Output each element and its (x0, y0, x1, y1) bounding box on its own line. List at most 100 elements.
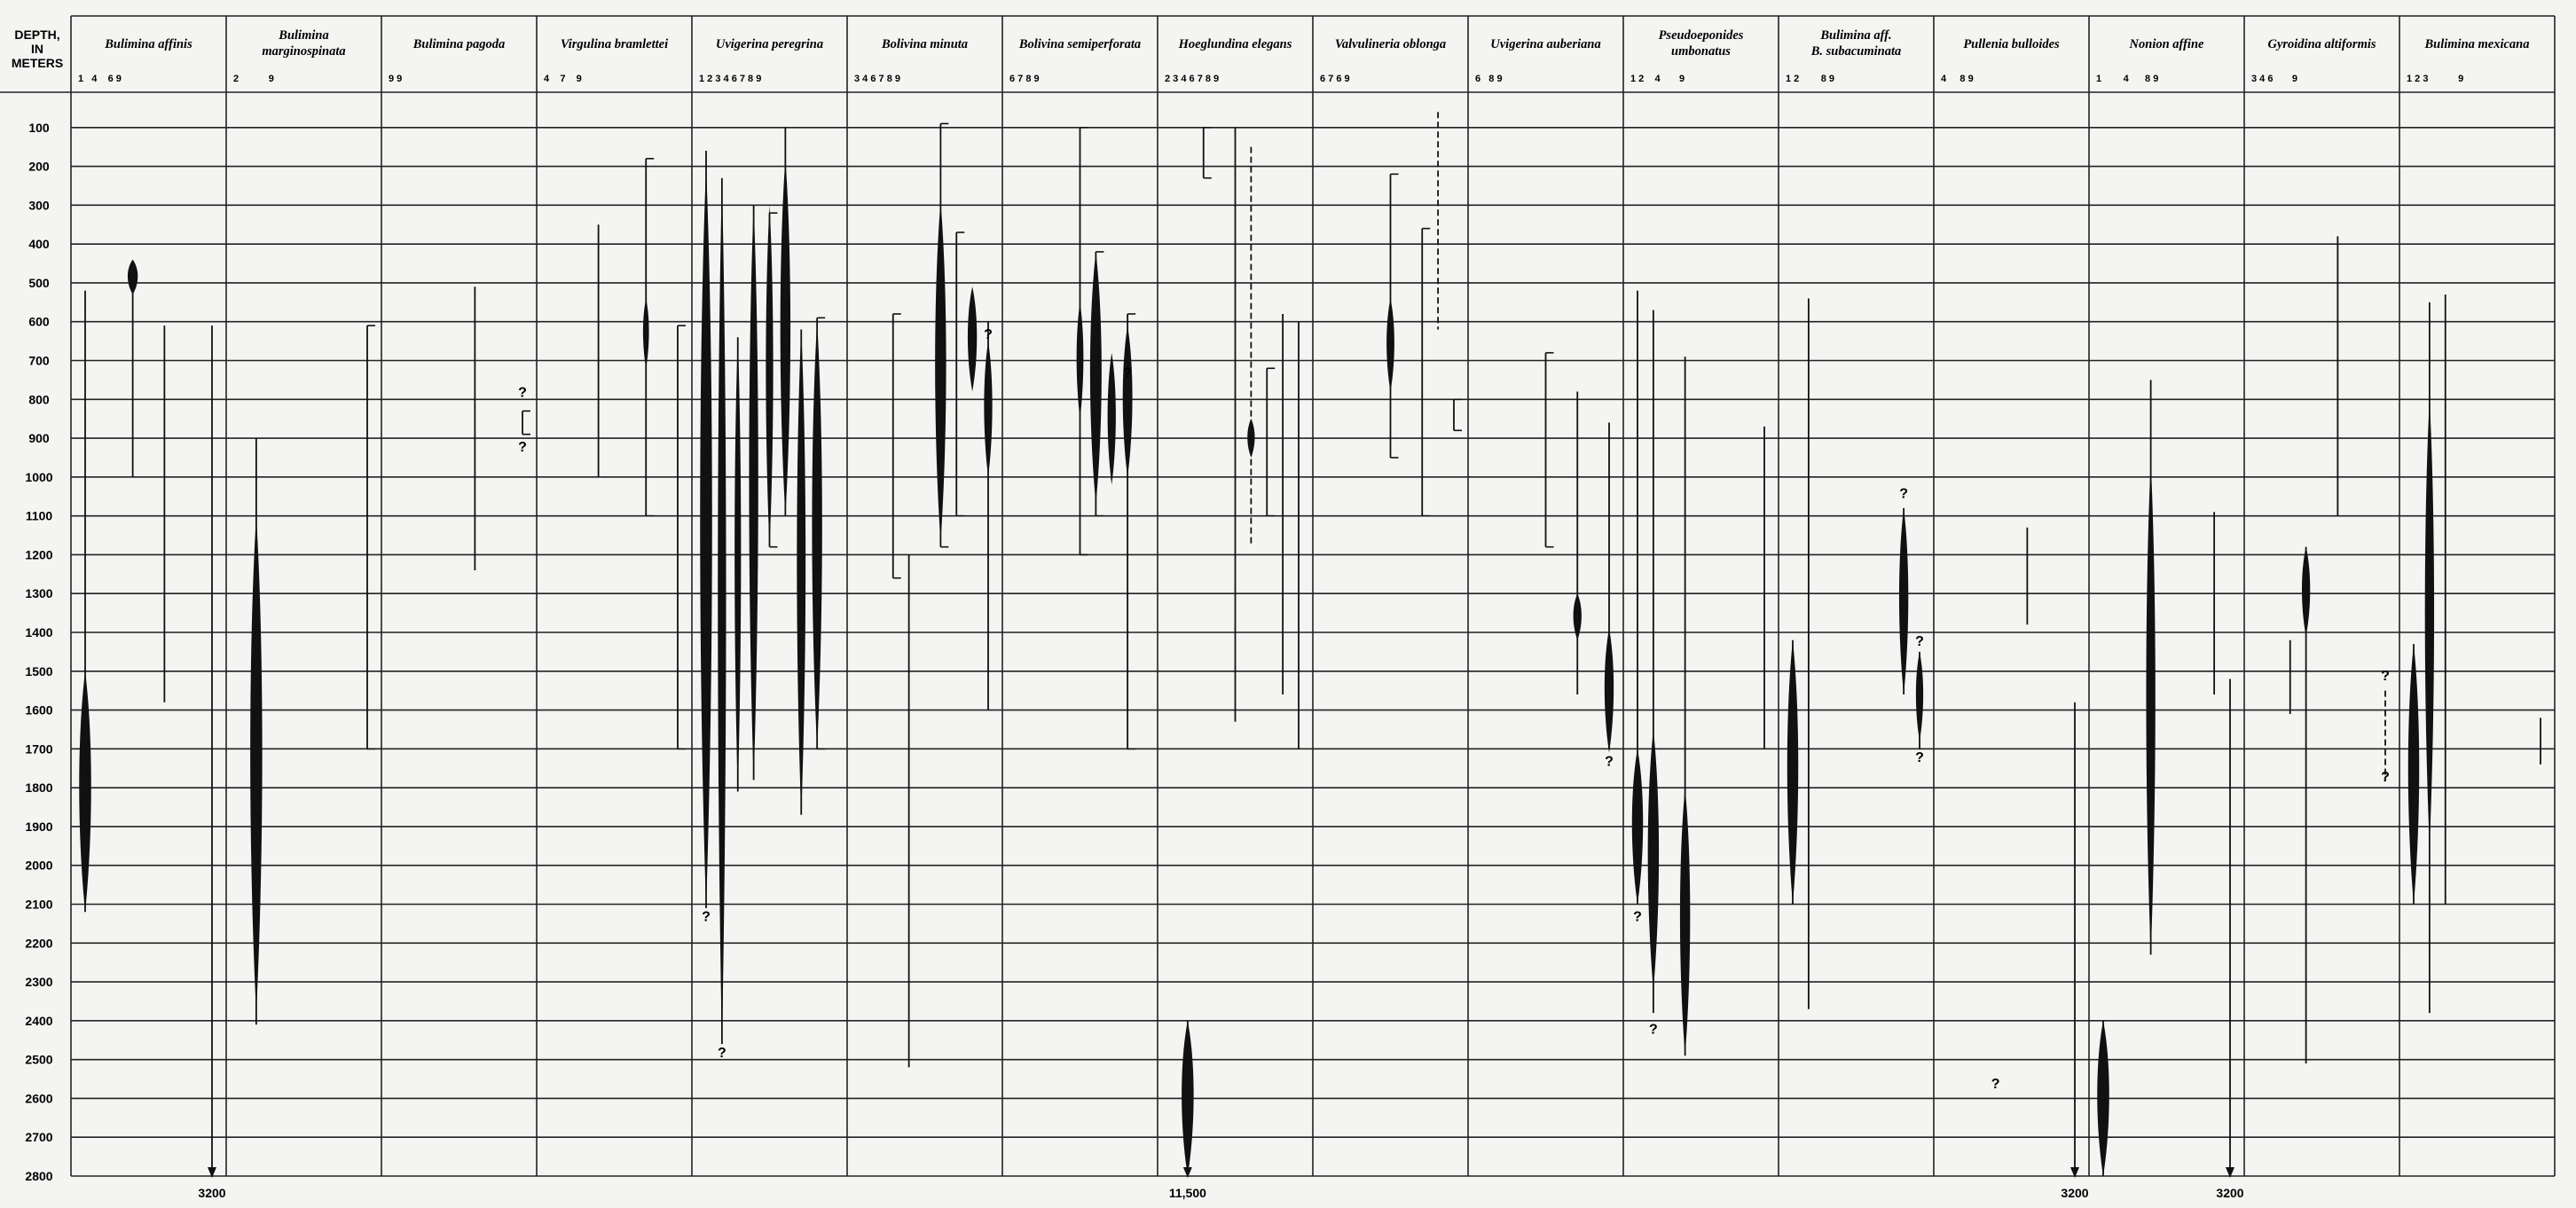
uncertain-occurrence-mark: ? (518, 440, 527, 455)
abundance-spindle (2424, 399, 2435, 846)
species-name: Bolivina semiperforata (1018, 37, 1141, 51)
species-name: Bulimina pagoda (412, 37, 506, 51)
abundance-spindle (1679, 788, 1691, 1056)
abundance-spindle (1787, 639, 1799, 905)
species-name: Virgulina bramlettei (561, 37, 668, 51)
uncertain-occurrence-mark: ? (702, 910, 711, 925)
uncertain-occurrence-mark: ? (1605, 754, 1614, 769)
uncertain-occurrence-mark: ? (2381, 669, 2390, 684)
depth-tick-label: 400 (28, 237, 50, 251)
well-labels: 6 7 6 9 (1320, 74, 1350, 84)
abundance-spindle (1386, 298, 1394, 392)
species-name: marginospinata (262, 44, 345, 59)
continuation-depth-label: 3200 (198, 1186, 225, 1200)
depth-tick-label: 2600 (25, 1091, 52, 1105)
well-labels: 2 9 (233, 74, 274, 84)
depth-tick-label: 2300 (25, 975, 52, 989)
depth-tick-label: 1400 (25, 625, 52, 639)
well-labels: 6 7 8 9 (1009, 74, 1040, 84)
abundance-spindle (2146, 461, 2156, 955)
species-name: Bolivina minuta (881, 37, 968, 51)
continuation-arrow (208, 1167, 216, 1178)
abundance-spindle (780, 158, 791, 516)
abundance-spindle (1247, 419, 1255, 458)
well-labels: 1 2 3 9 (2407, 74, 2463, 84)
depth-tick-label: 2500 (25, 1053, 52, 1067)
depth-tick-label: 600 (28, 315, 50, 329)
uncertain-occurrence-mark: ? (1899, 486, 1908, 501)
depth-tick-label: 2100 (25, 898, 52, 912)
species-name: Valvulineria oblonga (1335, 37, 1446, 51)
uncertain-occurrence-mark: ? (1649, 1023, 1658, 1038)
depth-tick-label: 700 (28, 354, 50, 368)
well-labels: 6 8 9 (1475, 74, 1503, 84)
continuation-arrow (2226, 1167, 2234, 1178)
depth-tick-label: 1900 (25, 820, 52, 834)
abundance-spindle (797, 329, 806, 815)
depth-tick-label: 100 (28, 121, 50, 135)
abundance-spindle (2097, 1020, 2109, 1176)
abundance-spindle (1573, 593, 1582, 640)
abundance-spindle (700, 166, 712, 908)
abundance-spindle (812, 321, 822, 749)
uncertain-occurrence-mark: ? (1633, 910, 1642, 925)
well-labels: 1 4 8 9 (2096, 74, 2158, 84)
depth-tick-label: 1500 (25, 664, 52, 679)
abundance-spindle (127, 259, 138, 295)
depth-tick-label: 1300 (25, 586, 52, 600)
abundance-spindle (79, 671, 91, 913)
depth-tick-label: 300 (28, 198, 50, 212)
depth-tick-label: 2200 (25, 936, 52, 950)
abundance-spindle (2407, 644, 2420, 905)
depth-tick-label: 800 (28, 392, 50, 406)
well-labels: 1 2 8 9 (1786, 74, 1834, 84)
abundance-spindle (935, 200, 946, 544)
abundance-spindle (734, 337, 742, 792)
well-labels: 3 4 6 9 (2251, 74, 2297, 84)
depth-tick-label: 1700 (25, 741, 52, 756)
abundance-spindle (1604, 628, 1614, 753)
species-name: Bulimina (278, 28, 328, 43)
well-labels: 1 2 4 9 (1630, 74, 1685, 84)
depth-axis-title: IN (31, 42, 43, 56)
abundance-spindle (1076, 302, 1084, 420)
abundance-spindle (1898, 507, 1909, 695)
abundance-spindle (1647, 729, 1660, 990)
depth-tick-label: 1200 (25, 547, 52, 561)
continuation-depth-label: 3200 (2216, 1186, 2243, 1200)
well-labels: 2 3 4 6 7 8 9 (1165, 74, 1219, 84)
abundance-spindle (2301, 546, 2311, 637)
species-name: Uvigerina auberiana (1490, 37, 1600, 51)
abundance-spindle (1122, 326, 1133, 477)
species-name: Bulimina affinis (104, 37, 192, 51)
species-name: Bulimina aff. (1819, 28, 1891, 43)
uncertain-occurrence-mark: ? (1915, 634, 1924, 649)
uncertain-occurrence-mark: ? (984, 327, 993, 342)
species-name: Uvigerina peregrina (716, 37, 823, 51)
continuation-depth-label: 11,500 (1169, 1186, 1206, 1200)
abundance-spindle (250, 515, 263, 1014)
depth-tick-label: 1000 (25, 470, 52, 484)
abundance-spindle (1107, 352, 1116, 485)
depth-tick-label: 1100 (26, 509, 53, 523)
well-labels: 1 4 6 9 (78, 74, 122, 84)
abundance-spindle (984, 341, 993, 477)
uncertain-occurrence-mark: ? (1991, 1077, 2000, 1092)
well-labels: 4 7 9 (544, 74, 582, 84)
continuation-depth-label: 3200 (2061, 1186, 2088, 1200)
abundance-spindle (718, 182, 726, 1045)
species-name: umbonatus (1671, 44, 1731, 59)
depth-tick-label: 2400 (25, 1014, 52, 1028)
uncertain-occurrence-mark: ? (518, 386, 527, 401)
depth-tick-label: 1600 (25, 703, 52, 718)
abundance-spindle (1089, 251, 1102, 505)
uncertain-occurrence-mark: ? (1915, 750, 1924, 765)
depth-tick-label: 200 (28, 160, 50, 174)
abundance-spindle (766, 205, 774, 547)
depth-tick-label: 900 (28, 431, 50, 445)
species-name: Gyroidina altiformis (2267, 37, 2376, 51)
well-labels: 4 8 9 (1941, 74, 1974, 84)
uncertain-occurrence-mark: ? (1123, 366, 1132, 381)
well-labels: 1 2 3 4 6 7 8 9 (699, 74, 761, 84)
